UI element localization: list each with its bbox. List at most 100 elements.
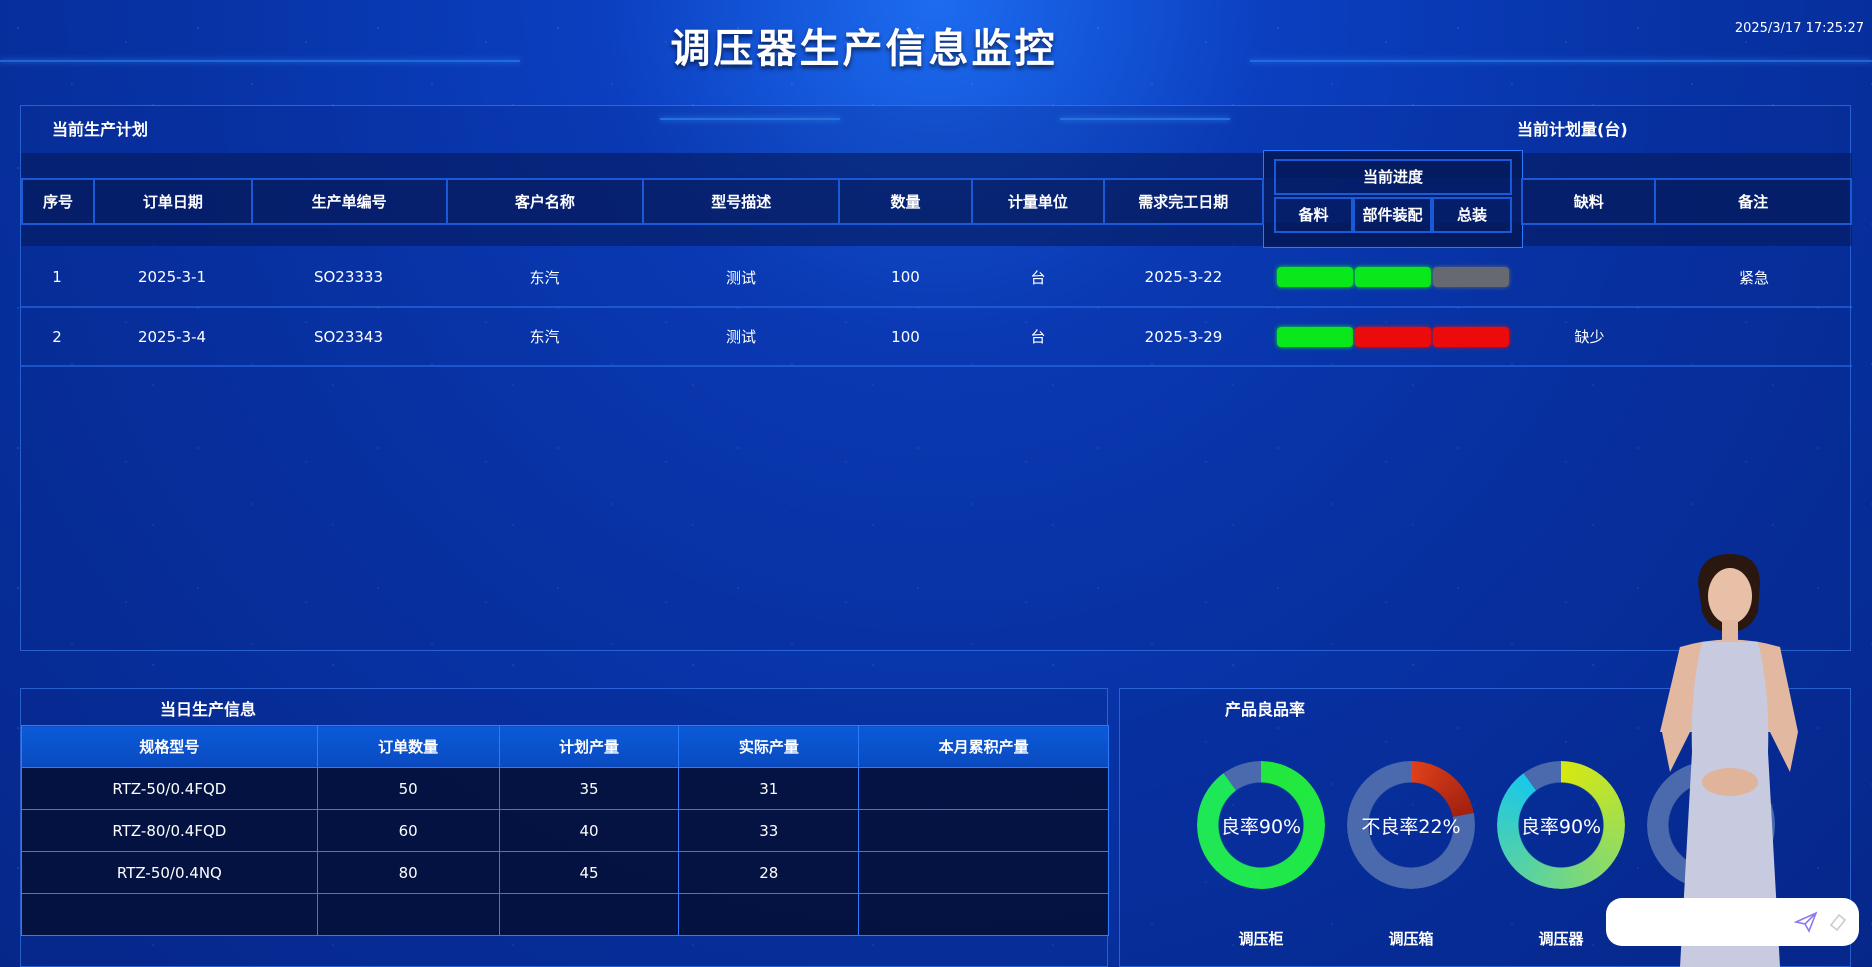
cell-shortage: 缺少	[1523, 307, 1656, 367]
virtual-presenter-avatar	[1660, 554, 1798, 967]
progress-bar-done	[1277, 267, 1353, 287]
donut-ring	[1497, 761, 1625, 889]
progress-bar-done	[1277, 326, 1353, 347]
table-cell	[858, 809, 1109, 852]
eraser-icon[interactable]	[1826, 911, 1848, 933]
plan-table-body: 1 2025-3-1 SO23333 东汽 测试 100 台 2025-3-22 紧急 2 2025…	[21, 248, 1852, 367]
header-decoration-line-right	[1060, 118, 1230, 120]
cell-note	[1656, 307, 1852, 367]
col-shortage: 缺料	[1521, 178, 1657, 225]
col-model: 型号描述	[642, 178, 841, 225]
chat-input[interactable]	[1606, 898, 1859, 946]
table-cell: 80	[316, 851, 500, 894]
table-row[interactable]: 1 2025-3-1 SO23333 东汽 测试 100 台 2025-3-22 紧急	[21, 248, 1852, 308]
table-cell: 45	[498, 851, 680, 894]
cell-qty: 100	[839, 248, 972, 308]
progress-bar-done	[1355, 267, 1431, 287]
table-header: 规格型号 订单数量 计划产量 实际产量 本月累积产量	[21, 725, 1109, 768]
cell-date: 2025-3-1	[93, 248, 251, 308]
cell-order: SO23333	[251, 248, 446, 308]
chat-text-field[interactable]	[1620, 908, 1790, 936]
donut-value-label: 良率90%	[1220, 816, 1302, 838]
table-cell: RTZ-50/0.4FQD	[21, 767, 318, 810]
cell-note: 紧急	[1656, 248, 1852, 308]
progress-bar-pending	[1433, 267, 1509, 287]
cell-date: 2025-3-4	[93, 307, 251, 367]
progress-cell	[1263, 248, 1523, 308]
col-actual: 实际产量	[678, 725, 860, 768]
cell-model: 测试	[643, 307, 839, 367]
send-icon[interactable]	[1794, 911, 1818, 933]
cell-no: 2	[21, 307, 93, 367]
progress-bar-missing	[1433, 326, 1509, 347]
table-cell: 60	[316, 809, 500, 852]
progress-header: 当前进度	[1274, 159, 1512, 195]
col-order: 生产单编号	[250, 178, 448, 225]
table-row: RTZ-80/0.4FQD 60 40 33	[21, 809, 1109, 852]
table-cell	[858, 767, 1109, 810]
col-spec: 规格型号	[21, 725, 318, 768]
donut-value-label: 良率90%	[1520, 816, 1602, 838]
progress-bar-missing	[1355, 326, 1431, 347]
table-cell	[316, 893, 500, 936]
table-cell: 40	[498, 809, 680, 852]
header-decoration-line-left	[660, 118, 840, 120]
col-qty: 数量	[838, 178, 973, 225]
table-cell	[498, 893, 680, 936]
table-row: RTZ-50/0.4NQ 80 45 28	[21, 851, 1109, 894]
panel-title: 当前生产计划	[52, 120, 149, 139]
table-cell	[858, 851, 1109, 894]
cell-qty: 100	[839, 307, 972, 367]
table-cell	[858, 893, 1109, 936]
header-decoration-left	[0, 60, 520, 62]
cell-shortage	[1523, 248, 1656, 308]
daily-table: 规格型号 订单数量 计划产量 实际产量 本月累积产量 RTZ-50/0.4FQD…	[21, 725, 1109, 936]
table-cell	[678, 893, 860, 936]
cell-customer: 东汽	[446, 248, 643, 308]
panel-title: 当日生产信息	[160, 700, 257, 719]
header-decoration-right	[1250, 60, 1872, 62]
progress-header-box: 当前进度 备料 部件装配 总装	[1263, 150, 1523, 248]
progress-col-assembly: 部件装配	[1353, 197, 1432, 233]
progress-cell	[1263, 307, 1523, 367]
table-row: RTZ-50/0.4FQD 50 35 31	[21, 767, 1109, 810]
plan-table: 序号 订单日期 生产单编号 客户名称 型号描述 数量 计量单位 需求完工日期 缺…	[21, 178, 1852, 247]
table-cell: 33	[678, 809, 860, 852]
table-cell: RTZ-50/0.4NQ	[21, 851, 318, 894]
table-cell: RTZ-80/0.4FQD	[21, 809, 318, 852]
table-cell: 35	[498, 767, 680, 810]
progress-col-final: 总装	[1432, 197, 1512, 233]
col-date: 订单日期	[92, 178, 253, 225]
cell-no: 1	[21, 248, 93, 308]
production-plan-panel: 当前生产计划 当前计划量(台) 当前进度 备料 部件装配 总装 序号 订单日期 …	[20, 105, 1852, 651]
cell-model: 测试	[643, 248, 839, 308]
spacer-row	[22, 224, 1851, 247]
page-title: 调压器生产信息监控	[670, 26, 1058, 72]
col-monthly: 本月累积产量	[858, 725, 1109, 768]
donut-name: 调压箱	[1388, 930, 1434, 948]
cell-due: 2025-3-29	[1104, 307, 1263, 367]
plan-quantity-title: 当前计划量(台)	[1517, 120, 1628, 139]
donut-name: 调压柜	[1238, 930, 1284, 948]
progress-col-prep: 备料	[1274, 197, 1353, 233]
table-cell: 50	[316, 767, 500, 810]
donut-ring	[1347, 761, 1475, 889]
cell-customer: 东汽	[446, 307, 643, 367]
cell-due: 2025-3-22	[1104, 248, 1263, 308]
daily-production-panel: 当日生产信息 规格型号 订单数量 计划产量 实际产量 本月累积产量 RTZ-50…	[20, 688, 1109, 967]
col-progress-spacer	[1263, 179, 1523, 224]
table-cell: 31	[678, 767, 860, 810]
table-row[interactable]: 2 2025-3-4 SO23343 东汽 测试 100 台 2025-3-29 缺少	[21, 307, 1852, 367]
panel-title: 产品良品率	[1225, 700, 1306, 719]
col-note: 备注	[1654, 178, 1852, 225]
table-cell	[21, 893, 318, 936]
table-cell: 28	[678, 851, 860, 894]
datetime: 2025/3/17 17:25:27	[1734, 21, 1864, 36]
col-due: 需求完工日期	[1102, 178, 1264, 225]
col-unit: 计量单位	[970, 178, 1105, 225]
donut-value-label: 不良率22%	[1361, 816, 1461, 838]
cell-unit: 台	[972, 307, 1104, 367]
cell-order: SO23343	[251, 307, 446, 367]
donut-name: 调压器	[1538, 930, 1584, 948]
table-header: 序号 订单日期 生产单编号 客户名称 型号描述 数量 计量单位 需求完工日期 缺…	[21, 178, 1852, 225]
